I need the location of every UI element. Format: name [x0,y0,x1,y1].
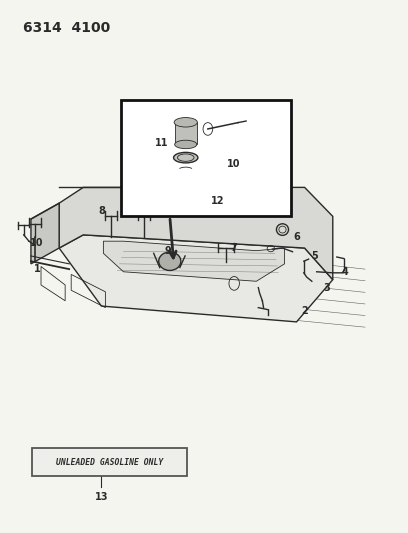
Ellipse shape [174,118,197,127]
Polygon shape [31,203,59,264]
Text: 6314  4100: 6314 4100 [23,21,110,35]
Text: 4: 4 [341,267,348,277]
Polygon shape [59,188,333,280]
Text: 6: 6 [293,232,300,243]
Ellipse shape [173,152,198,163]
Text: 10: 10 [30,238,44,248]
Text: 5: 5 [311,251,318,261]
Ellipse shape [159,252,181,270]
Text: 7: 7 [231,243,237,253]
Ellipse shape [175,140,197,149]
Polygon shape [103,241,284,281]
FancyBboxPatch shape [122,100,290,216]
Text: 8: 8 [98,206,105,216]
Text: 10: 10 [227,159,241,168]
Polygon shape [59,235,333,322]
Text: 12: 12 [211,196,225,206]
Text: 2: 2 [301,306,308,316]
Text: 13: 13 [95,492,108,502]
Bar [175,122,197,144]
FancyBboxPatch shape [32,448,187,477]
Text: 3: 3 [324,282,330,293]
Text: 1: 1 [33,264,40,274]
Text: UNLEADED GASOLINE ONLY: UNLEADED GASOLINE ONLY [56,458,163,467]
Text: 11: 11 [155,138,169,148]
Text: 9: 9 [164,246,171,256]
